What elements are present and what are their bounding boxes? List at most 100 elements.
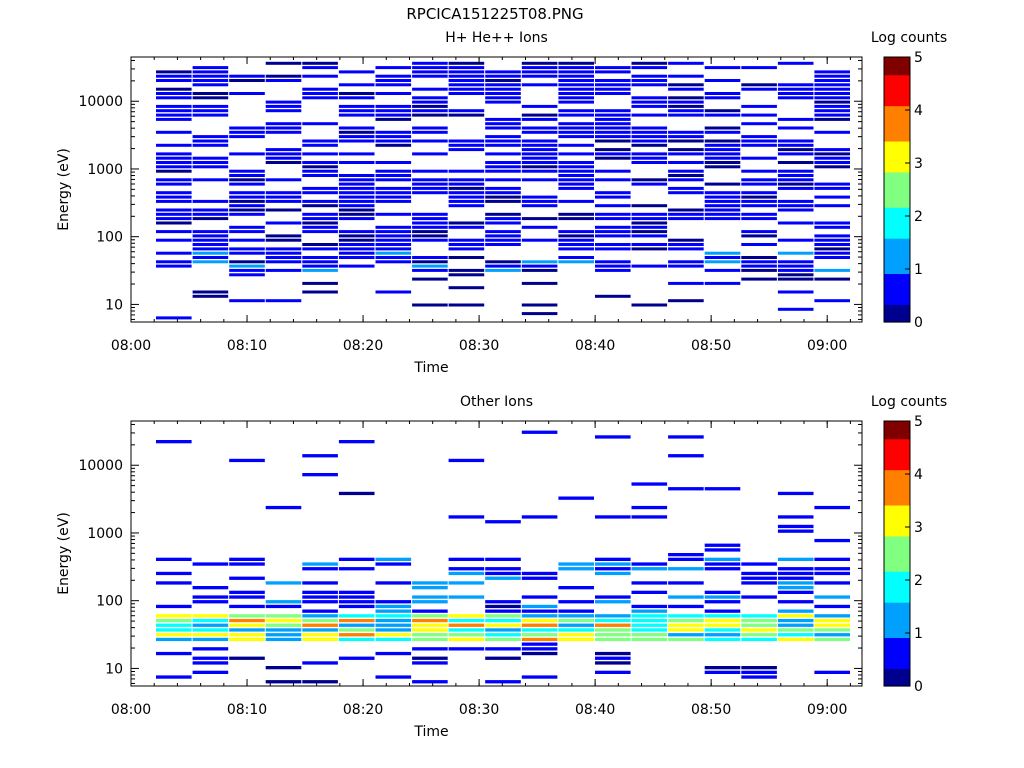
heatmap-cell: [265, 104, 302, 108]
heatmap-cell: [704, 92, 741, 95]
y-axis-label: Energy (eV): [56, 148, 72, 231]
heatmap-cell: [741, 113, 777, 117]
heatmap-cell: [777, 126, 814, 130]
heatmap-cell: [558, 74, 594, 78]
heatmap-cell: [814, 186, 850, 190]
heatmap-cell: [448, 83, 485, 87]
heatmap-cell: [302, 247, 338, 251]
heatmap-cell: [595, 614, 631, 618]
heatmap-cell: [375, 161, 412, 164]
heatmap-cell: [265, 614, 302, 618]
heatmap-cell: [814, 299, 850, 303]
heatmap-cell: [302, 454, 338, 458]
colorbar-segment: [884, 469, 910, 475]
colorbar-segment: [884, 136, 910, 142]
colorbar-segment: [884, 92, 910, 98]
heatmap-cell: [412, 70, 448, 74]
heatmap-cell: [668, 109, 704, 113]
heatmap-cell: [375, 290, 412, 294]
heatmap-cell: [302, 281, 338, 285]
heatmap-cell: [485, 70, 521, 74]
x-tick-label: 09:00: [807, 338, 847, 354]
colorbar-segment: [884, 291, 910, 297]
heatmap-cell: [302, 139, 338, 143]
heatmap-cell: [192, 83, 229, 87]
heatmap-cell: [521, 571, 558, 576]
heatmap-cell: [631, 637, 668, 642]
heatmap-cell: [338, 130, 375, 134]
colorbar-segment: [884, 443, 910, 449]
heatmap-cell: [229, 268, 265, 272]
heatmap-cell: [412, 260, 448, 264]
colorbar-segment: [884, 474, 910, 480]
heatmap-cell: [412, 109, 448, 113]
colorbar-segment: [884, 628, 910, 634]
heatmap-cell: [558, 165, 594, 169]
heatmap-cell: [777, 515, 814, 519]
heatmap-cell: [704, 96, 741, 100]
heatmap-cell: [192, 234, 229, 238]
heatmap-cell: [485, 234, 521, 238]
heatmap-cell: [192, 628, 229, 632]
x-tick-label: 08:40: [575, 702, 615, 718]
heatmap-cell: [668, 113, 704, 117]
heatmap-cell: [814, 113, 850, 117]
heatmap-cell: [741, 562, 777, 566]
heatmap-cell: [229, 623, 265, 627]
heatmap-cell: [412, 586, 448, 590]
colorbar-segment: [884, 619, 910, 625]
heatmap-cell: [777, 524, 814, 529]
heatmap-cell: [704, 618, 741, 623]
heatmap-cell: [448, 191, 485, 195]
colorbar-tick-label: 2: [914, 209, 923, 225]
heatmap-cell: [485, 165, 521, 169]
heatmap-cell: [338, 208, 375, 212]
heatmap-cell: [412, 152, 448, 156]
x-tick-label: 08:30: [459, 702, 499, 718]
heatmap-cell: [229, 74, 265, 78]
heatmap-cell: [595, 217, 631, 221]
heatmap-cell: [814, 152, 850, 156]
heatmap-cell: [668, 618, 704, 623]
heatmap-cell: [412, 61, 448, 65]
heatmap-cell: [595, 651, 631, 656]
heatmap-cell: [229, 590, 265, 594]
colorbar-segment: [884, 602, 910, 608]
heatmap-cell: [595, 87, 631, 91]
heatmap-cell: [704, 666, 741, 670]
colorbar-tick-label: 1: [914, 626, 923, 642]
heatmap-cell: [631, 61, 668, 65]
heatmap-cell: [814, 100, 850, 104]
colorbar-segment: [884, 637, 910, 643]
colorbar-segment: [884, 447, 910, 453]
heatmap-cell: [741, 169, 777, 173]
heatmap-cell: [595, 268, 631, 272]
heatmap-cell: [521, 70, 558, 74]
heatmap-cell: [448, 571, 485, 576]
heatmap-cell: [338, 247, 375, 251]
y-tick-label: 10: [105, 661, 123, 677]
heatmap-cell: [265, 251, 302, 255]
heatmap-cell: [412, 647, 448, 651]
heatmap-cell: [704, 614, 741, 618]
heatmap-cell: [338, 199, 375, 203]
heatmap-cell: [741, 66, 777, 70]
heatmap-cell: [521, 647, 558, 651]
heatmap-cell: [302, 473, 338, 477]
heatmap-cell: [229, 251, 265, 255]
heatmap-cell: [192, 647, 229, 651]
heatmap-cell: [521, 614, 558, 618]
heatmap-cell: [777, 161, 814, 164]
heatmap-cell: [668, 238, 704, 242]
colorbar-segment: [884, 273, 910, 279]
heatmap-cell: [302, 290, 338, 294]
heatmap-cell: [338, 92, 375, 95]
heatmap-cell: [302, 243, 338, 246]
heatmap-cell: [412, 217, 448, 221]
heatmap-cell: [704, 156, 741, 160]
heatmap-cell: [741, 595, 777, 599]
heatmap-cell: [668, 178, 704, 182]
heatmap-cell: [192, 199, 229, 203]
heatmap-cell: [485, 79, 521, 82]
colorbar-segment: [884, 482, 910, 488]
